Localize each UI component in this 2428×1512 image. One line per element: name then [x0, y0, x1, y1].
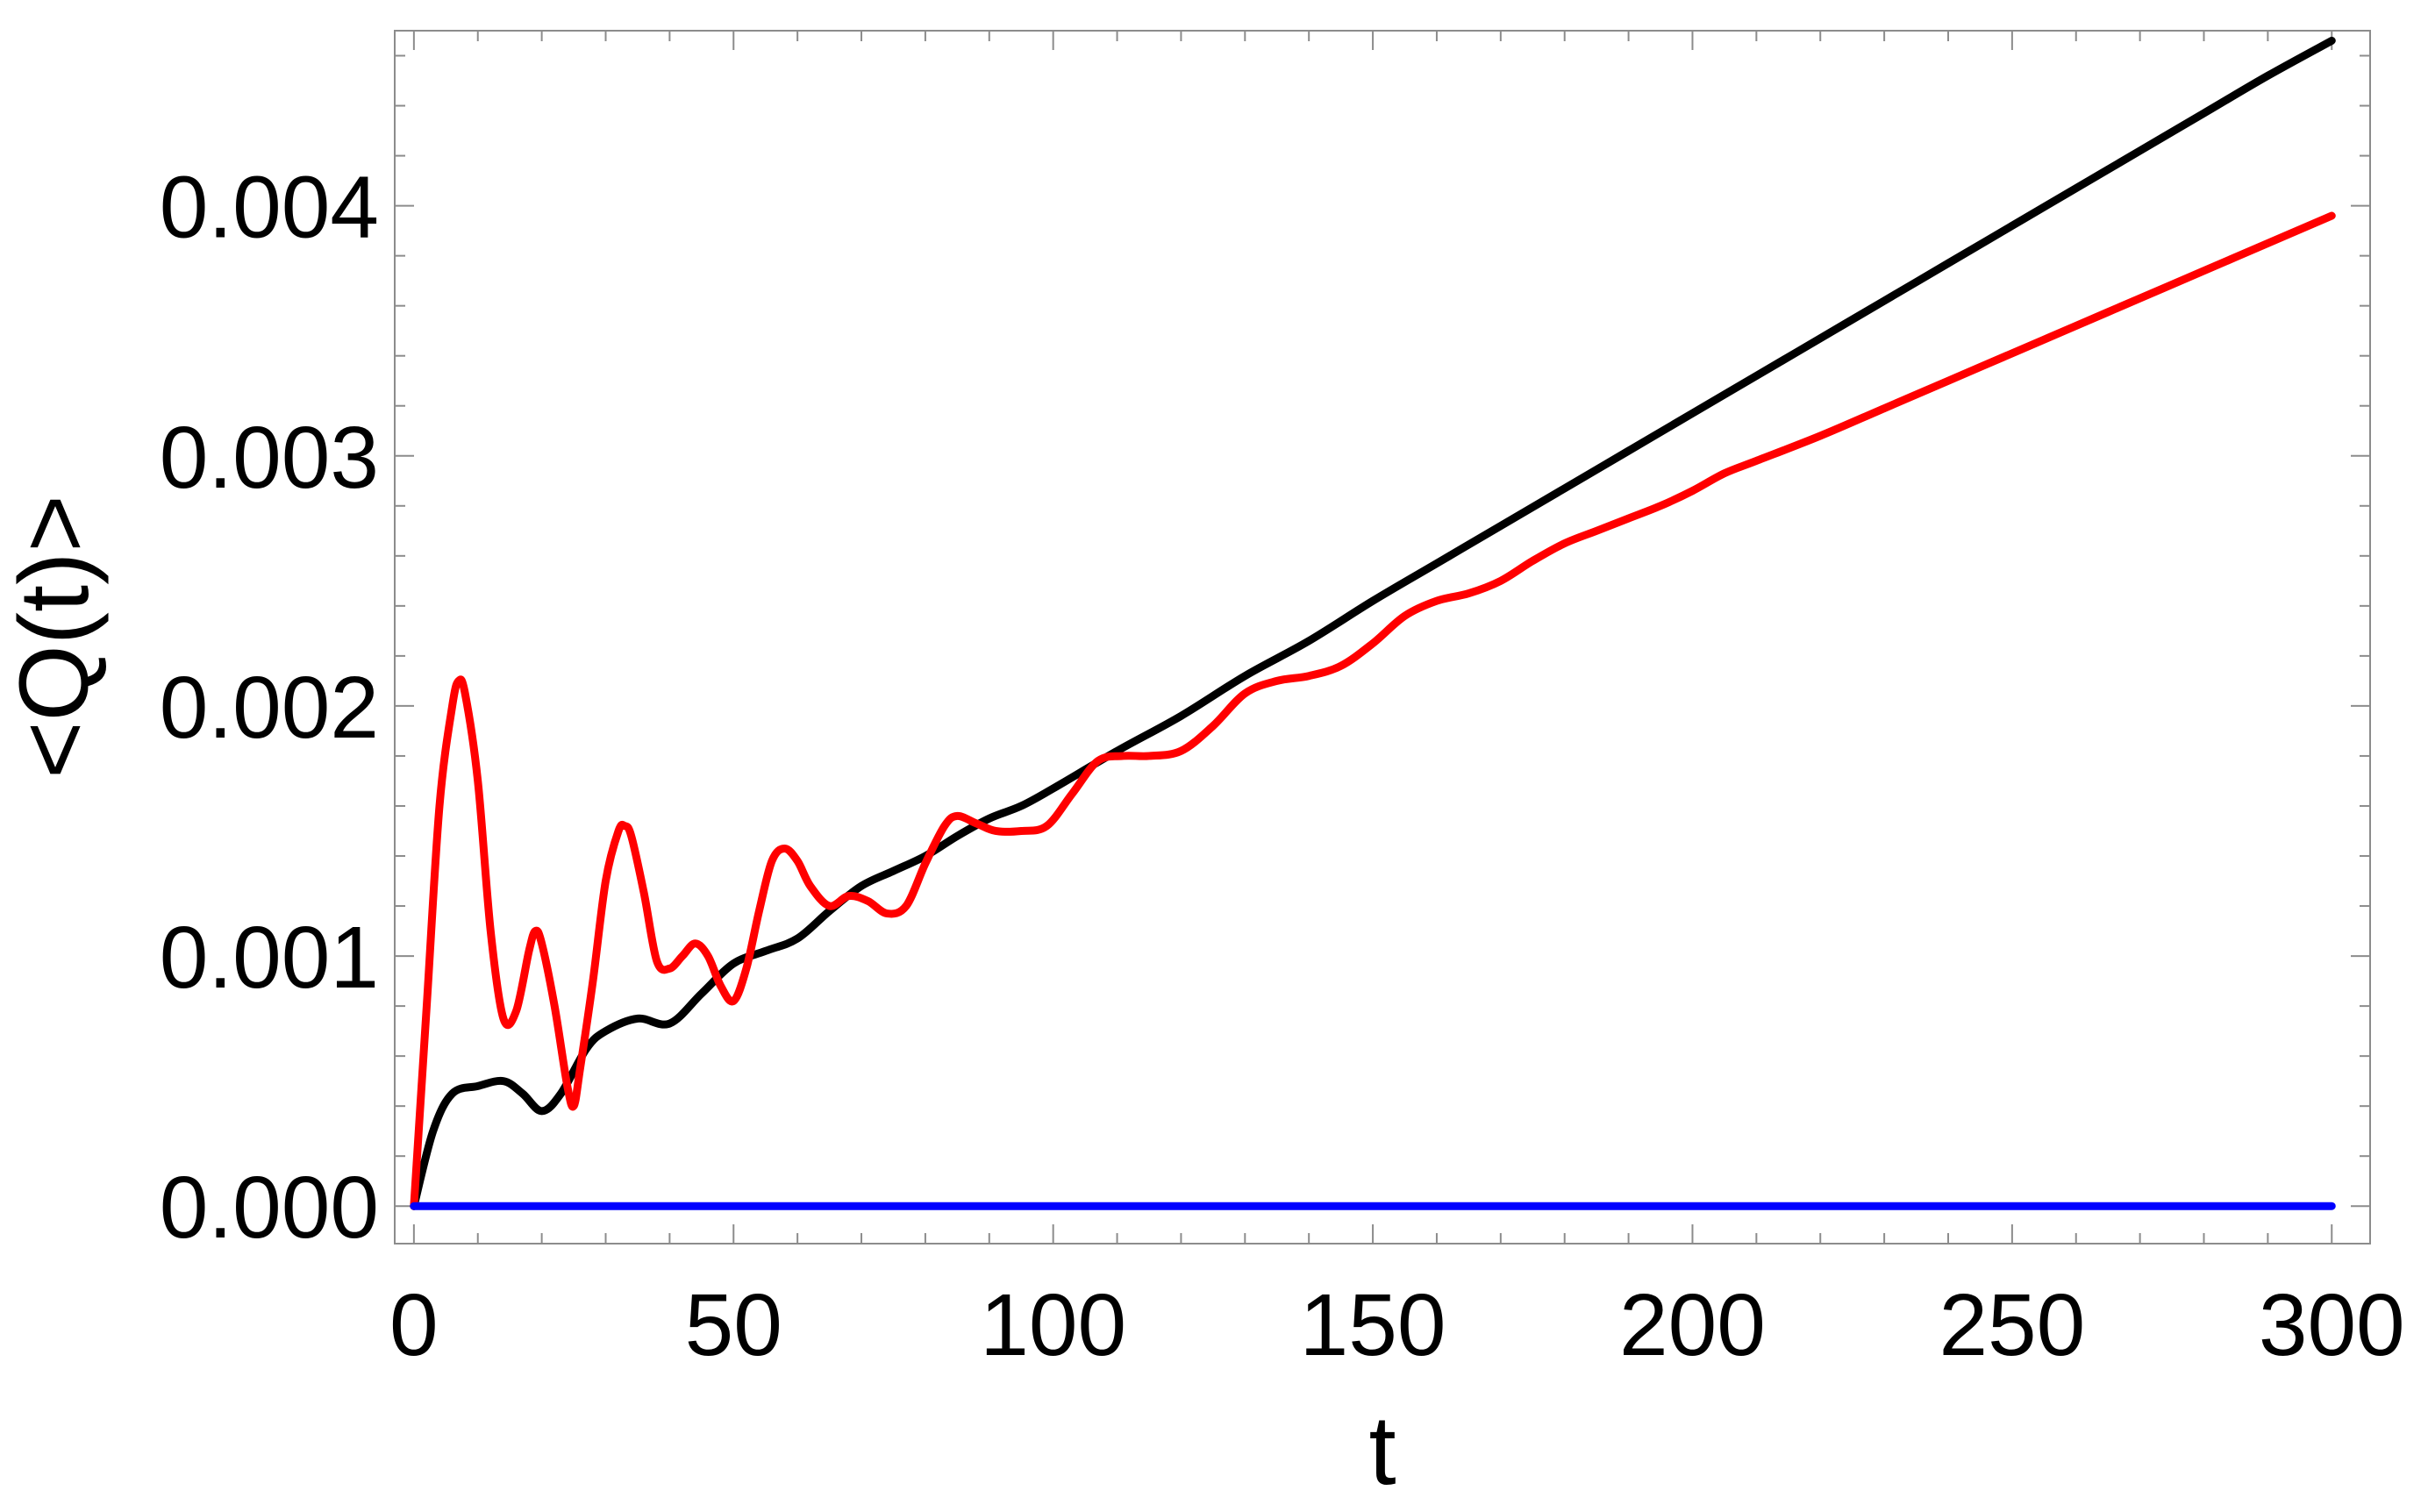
y-tick-label: 0.001 [160, 909, 379, 1007]
x-tick-label: 300 [2259, 1276, 2405, 1374]
x-tick-label: 250 [1939, 1276, 2085, 1374]
red-series-line [410, 211, 2336, 1210]
x-tick-label: 0 [389, 1276, 439, 1374]
y-tick-label: 0.002 [160, 659, 379, 757]
y-tick-label: 0.004 [160, 159, 379, 257]
y-axis-title: <Q(t)> [0, 495, 109, 779]
plot-frame [394, 30, 2371, 1245]
y-tick-label: 0.003 [160, 409, 379, 507]
x-axis-title: t [1368, 1395, 1396, 1505]
axis-ticks [395, 31, 2370, 1244]
tick-labels: 0 50 100 150 200 250 300 0.000 0.001 0.002 0.003 0.… [160, 159, 2405, 1374]
series-lines [410, 36, 2336, 1210]
black-series-line [410, 36, 2336, 1210]
x-tick-label: 50 [685, 1276, 782, 1374]
x-tick-label: 200 [1619, 1276, 1766, 1374]
x-tick-label: 100 [980, 1276, 1126, 1374]
x-tick-label: 150 [1300, 1276, 1446, 1374]
y-tick-label: 0.000 [160, 1159, 379, 1257]
